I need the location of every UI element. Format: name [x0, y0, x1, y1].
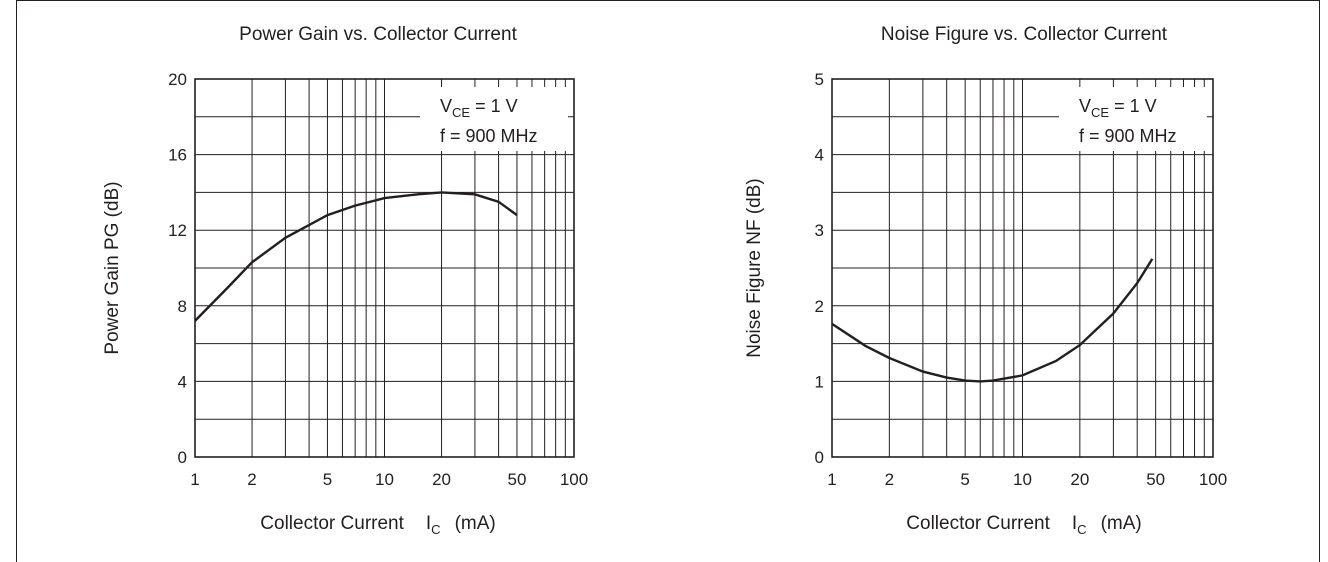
- condition-box: [420, 87, 568, 151]
- x-tick-label: 100: [1199, 470, 1227, 489]
- condition-frequency: f = 900 MHz: [440, 126, 538, 146]
- y-tick-label: 16: [168, 146, 187, 165]
- y-tick-label: 5: [815, 70, 824, 89]
- y-tick-label: 4: [178, 372, 187, 391]
- x-axis-label-symbol: I: [426, 513, 431, 534]
- condition-vce-symbol: V: [1079, 96, 1091, 116]
- x-tick-label: 20: [432, 470, 451, 489]
- x-axis-label-unit: (mA): [1101, 513, 1142, 534]
- series-line-1: [194, 191, 518, 322]
- x-tick-label: 1: [190, 470, 199, 489]
- x-axis-label: Collector Current IC (mA): [260, 513, 495, 537]
- y-tick-label: 4: [815, 146, 824, 165]
- x-tick-label: 100: [560, 470, 588, 489]
- x-axis-label: Collector Current IC (mA): [906, 513, 1141, 537]
- x-tick-label: 5: [323, 470, 332, 489]
- x-tick-label: 1: [827, 470, 836, 489]
- x-axis-label-text: Collector Current: [906, 513, 1050, 534]
- x-axis-label-symbol: I: [1072, 513, 1077, 534]
- x-tick-label: 10: [1013, 470, 1032, 489]
- y-axis-label: Noise Figure NF (dB): [744, 178, 765, 358]
- condition-vce: VCE = 1 V: [1079, 96, 1157, 120]
- x-axis-label-text: Collector Current: [260, 513, 404, 534]
- condition-vce-subscript: CE: [452, 105, 470, 120]
- y-tick-label: 0: [178, 448, 187, 467]
- chart-title: Noise Figure vs. Collector Current: [881, 24, 1168, 45]
- y-tick-label: 1: [815, 372, 824, 391]
- y-tick-label: 8: [178, 297, 187, 316]
- x-axis-label-unit: (mA): [455, 513, 496, 534]
- y-axis-label: Power Gain PG (dB): [102, 181, 123, 354]
- y-tick-label: 2: [815, 297, 824, 316]
- plot-frame: [194, 78, 575, 458]
- series-line-1: [831, 258, 1154, 383]
- condition-frequency: f = 900 MHz: [1079, 126, 1177, 146]
- x-tick-label: 5: [960, 470, 969, 489]
- chart-title: Power Gain vs. Collector Current: [239, 24, 517, 45]
- condition-vce-value: = 1 V: [1109, 96, 1157, 116]
- x-axis-label-subscript: C: [431, 522, 440, 537]
- x-tick-label: 10: [375, 470, 394, 489]
- y-tick-label: 0: [815, 448, 824, 467]
- condition-vce-symbol: V: [440, 96, 452, 116]
- condition-vce: VCE = 1 V: [440, 96, 518, 120]
- x-axis-label-subscript: C: [1077, 522, 1086, 537]
- x-tick-label: 50: [507, 470, 526, 489]
- x-tick-label: 2: [885, 470, 894, 489]
- condition-vce-subscript: CE: [1091, 105, 1109, 120]
- plot-frame: [831, 78, 1214, 458]
- x-tick-label: 50: [1146, 470, 1165, 489]
- figure-border: [16, 0, 1320, 562]
- y-tick-label: 3: [815, 221, 824, 240]
- condition-vce-value: = 1 V: [470, 96, 518, 116]
- x-tick-label: 20: [1070, 470, 1089, 489]
- y-tick-label: 20: [168, 70, 187, 89]
- y-tick-label: 12: [168, 221, 187, 240]
- condition-box: [1059, 87, 1207, 151]
- x-tick-label: 2: [247, 470, 256, 489]
